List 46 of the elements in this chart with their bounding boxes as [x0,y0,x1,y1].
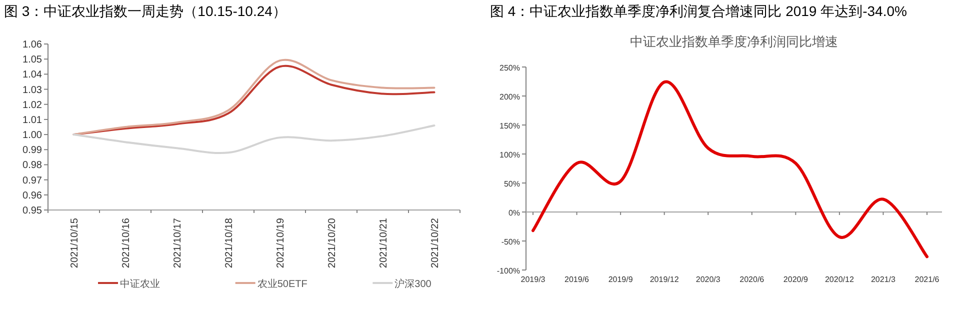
x-tick-label: 2021/10/18 [224,218,235,268]
y-tick-label: 0.97 [22,175,42,186]
line-series [72,124,436,154]
x-tick-label: 2019/3 [520,275,546,284]
x-tick-label: 2019/9 [608,275,634,284]
y-tick-label: 0.96 [22,190,42,202]
x-tick-label: 2021/10/17 [172,218,184,268]
x-tick-label: 2021/10/21 [378,218,390,268]
chart-title: 图 3：中证农业指数一周走势（10.15-10.24） [4,3,286,19]
y-tick-label: -100% [496,266,520,276]
legend-label: 沪深300 [394,278,432,290]
y-tick-label: 0.98 [22,160,42,172]
y-tick-label: 0% [508,208,520,218]
x-tick-label: 2021/6 [914,275,940,284]
chart-subtitle: 中证农业指数单季度净利润同比增速 [630,34,838,49]
line-series [532,80,928,258]
legend-label: 农业50ETF [257,278,308,290]
y-tick-label: 100% [500,150,520,160]
y-tick-label: 1.03 [22,84,42,96]
y-tick-label: 1.01 [22,114,42,126]
x-tick-label: 2019/6 [564,275,590,284]
x-tick-label: 2021/10/16 [120,218,132,268]
y-tick-label: 1.02 [22,100,42,111]
y-tick-label: 1.00 [22,130,42,142]
x-tick-label: 2020/12 [824,275,854,284]
y-tick-label: 1.05 [22,54,42,66]
x-tick-label: 2021/10/15 [69,218,80,268]
legend-label: 中证农业 [120,278,160,290]
y-tick-label: 50% [504,180,520,188]
x-tick-label: 2021/10/19 [275,218,286,268]
y-tick-label: 250% [500,64,520,72]
y-tick-label: 150% [500,122,520,130]
y-tick-label: 1.06 [22,40,42,50]
y-tick-label: 0.95 [22,206,42,216]
x-tick-label: 2021/10/20 [326,218,338,268]
x-tick-label: 2020/3 [696,275,721,284]
y-tick-label: -50% [501,238,520,246]
x-tick-label: 2019/12 [650,275,680,284]
y-tick-label: 0.99 [22,145,42,156]
y-tick-label: 200% [500,92,520,102]
y-tick-label: 1.04 [22,70,42,81]
x-tick-label: 2021/10/22 [430,218,441,268]
x-tick-label: 2020/6 [740,275,765,284]
chart-title: 图 4：中证农业指数单季度净利润复合增速同比 2019 年达到-34.0% [490,3,907,19]
x-tick-label: 2021/3 [870,275,896,284]
x-tick-label: 2020/9 [783,275,808,284]
